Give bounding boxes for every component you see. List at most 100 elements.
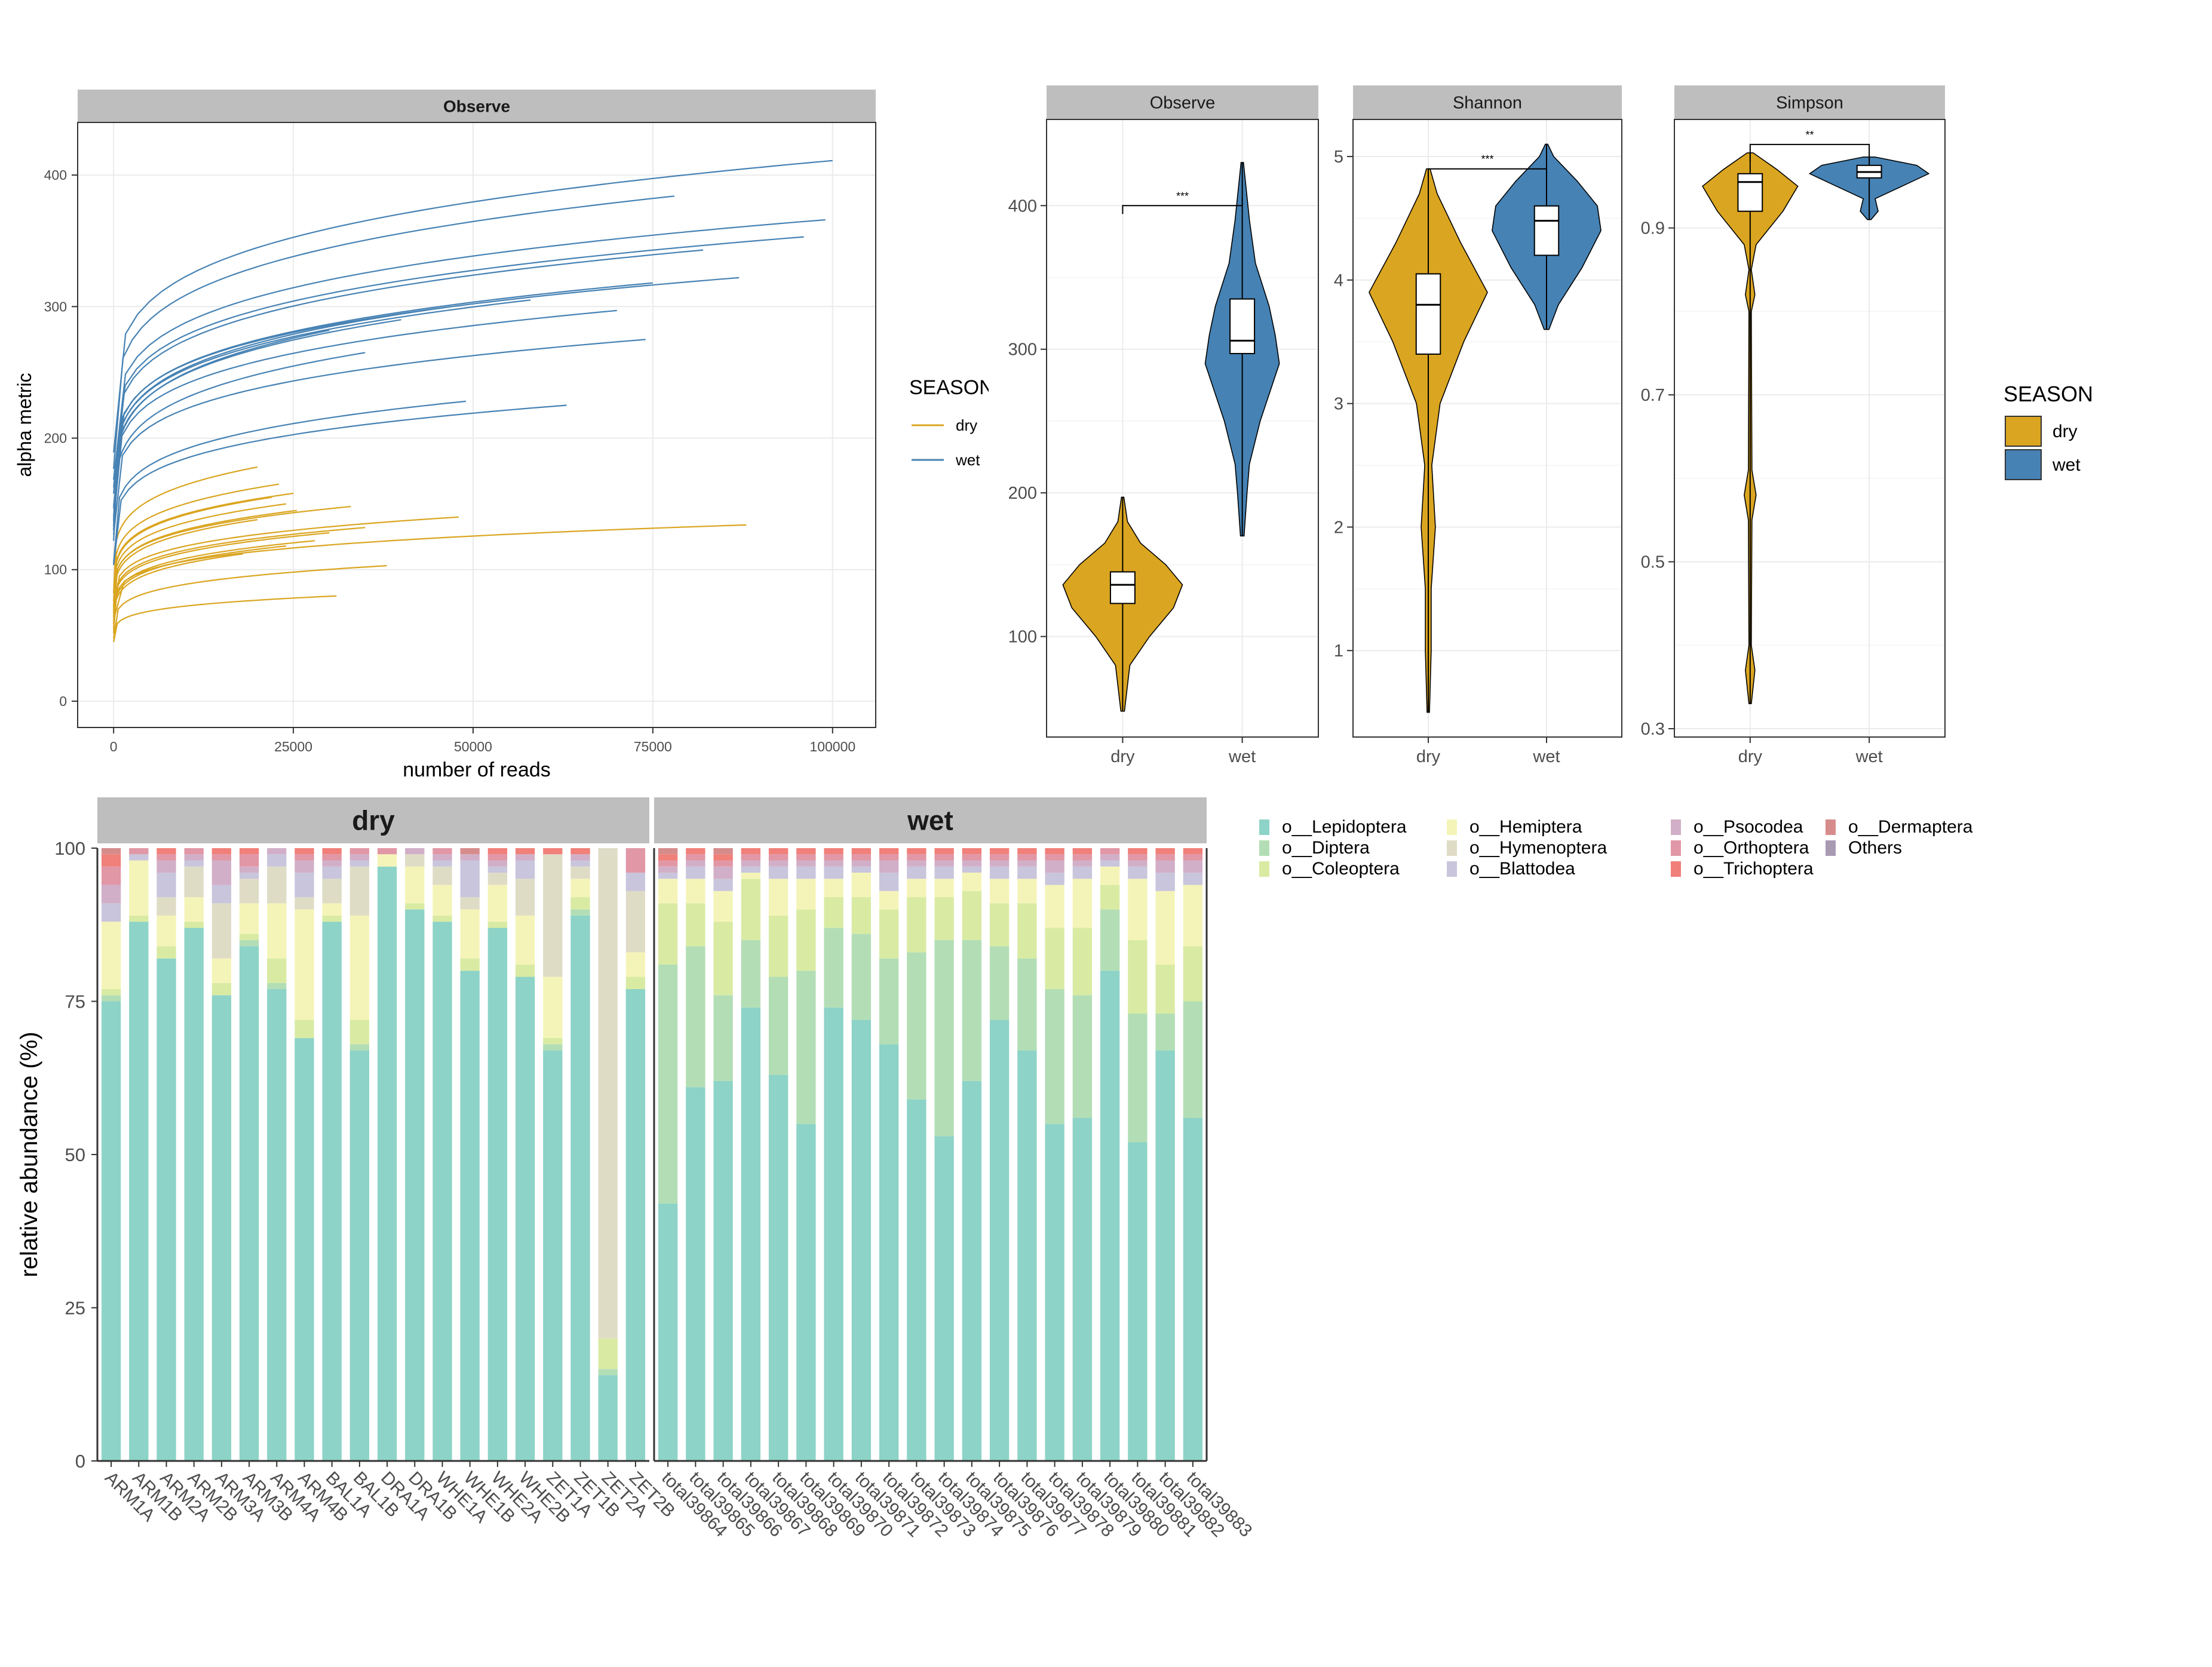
bar-segment-oorthoptera: [686, 854, 705, 861]
bar-segment-ohemiptera: [1017, 879, 1037, 904]
bar-segment-odiptera: [598, 1369, 618, 1376]
legend-key: [1259, 840, 1269, 856]
bar-segment-ohemiptera: [1045, 885, 1064, 928]
bar-segment-olepidoptera: [101, 1001, 121, 1461]
facet-strip-label: Shannon: [1453, 94, 1522, 113]
bar-segment-ohemiptera: [962, 873, 982, 891]
bar-segment-ohemiptera: [570, 879, 590, 898]
bar-segment-olepidoptera: [741, 1007, 761, 1461]
bar-segment-ocoleoptera: [1017, 903, 1037, 959]
dry-box: [1737, 173, 1763, 212]
bar-segment-oblattodea: [432, 860, 452, 867]
bar-segment-otrichoptera: [1017, 848, 1037, 855]
legend-clip: [989, 370, 1036, 484]
bar-segment-olepidoptera: [377, 866, 397, 1461]
dry-rarefaction-curve: [113, 519, 258, 618]
bar-segment-otrichoptera: [658, 854, 678, 861]
bar-segment-odiptera: [570, 909, 590, 916]
bar-segment-oblattodea: [487, 866, 508, 873]
bar-segment-opsocodea: [570, 854, 590, 861]
y-tick-label: 300: [44, 299, 67, 314]
bar-segment-odiptera: [1072, 995, 1093, 1118]
bar-segment-oorthoptera: [741, 854, 761, 861]
bar-segment-olepidoptera: [294, 1038, 314, 1461]
dry-box: [1415, 273, 1441, 355]
facet-strip: [78, 90, 876, 122]
wet-rarefaction-curve: [113, 400, 467, 564]
bar-segment-ocoleoptera: [405, 903, 425, 910]
bar-segment-oorthoptera: [1072, 854, 1093, 861]
bar-segment-ohemiptera: [101, 922, 121, 989]
bar-segment-oblattodea: [570, 860, 590, 867]
x-tick-label: 25000: [274, 739, 312, 754]
bar-segment-olepidoptera: [432, 922, 452, 1461]
y-tick-label: 0: [75, 1451, 85, 1472]
bar-segment-ocoleoptera: [239, 934, 259, 940]
bar-segment-oblattodea: [1045, 873, 1064, 885]
bar-segment-odiptera: [1155, 1014, 1175, 1051]
violin-panel-simpson: Simpson 0.3 0.5 0.7 0.9 dry wet **: [1641, 85, 1946, 766]
bar-segment-oblattodea: [796, 866, 816, 879]
facet-strip-label: wet: [907, 805, 953, 836]
bar-segment-ocoleoptera: [515, 964, 535, 977]
y-tick-label: 100: [54, 838, 85, 859]
legend-label-dry: dry: [2053, 422, 2078, 441]
bar-segment-opsocodea: [1072, 860, 1093, 867]
bar-segment-otrichoptera: [1155, 848, 1175, 855]
bar-segment-ocoleoptera: [741, 879, 761, 940]
bar-segment-oorthoptera: [851, 854, 872, 861]
x-tick-label: wet: [1855, 747, 1883, 766]
significance-bracket: [1749, 143, 1870, 161]
bar-segment-oblattodea: [157, 873, 176, 898]
bar-segment-opsocodea: [741, 860, 761, 867]
bar-segment-ocoleoptera: [1072, 928, 1093, 996]
bar-segment-olepidoptera: [768, 1075, 789, 1461]
season-fill-legend: SEASON dry wet: [2004, 382, 2093, 480]
x-tick-label: 0: [110, 739, 118, 754]
legend-key: [1671, 861, 1681, 877]
bar-segment-ohymenoptera: [157, 897, 176, 916]
bar-segment-ohymenoptera: [239, 879, 259, 904]
bar-segment-opsocodea: [962, 860, 982, 867]
dry-rarefaction-curve: [113, 492, 294, 606]
bar-segment-oorthoptera: [349, 848, 370, 855]
legend-key: [1447, 861, 1457, 877]
bar-segment-ohemiptera: [267, 903, 287, 959]
season-line-legend: SEASON dry wet: [909, 370, 1036, 484]
bar-segment-ohymenoptera: [322, 879, 342, 904]
bar-segment-oblattodea: [713, 879, 733, 891]
bar-segment-ocoleoptera: [101, 988, 121, 996]
bar-segment-odiptera: [101, 995, 121, 1002]
bar-segment-ohymenoptera: [460, 897, 480, 910]
y-tick-label: 300: [1008, 340, 1037, 360]
legend-key-dry: [2005, 416, 2042, 447]
bar-segment-opsocodea: [322, 860, 342, 867]
bar-segment-olepidoptera: [129, 922, 149, 1461]
bar-segment-oorthoptera: [989, 854, 1010, 861]
y-tick-label: 0.7: [1641, 386, 1665, 405]
bar-segment-oorthoptera: [768, 854, 789, 861]
wet-rarefaction-curve: [113, 309, 617, 522]
bar-segment-oblattodea: [1100, 860, 1120, 867]
bar-segment-ohemiptera: [686, 879, 705, 904]
bar-segment-olepidoptera: [907, 1099, 926, 1461]
legend-key: [1259, 861, 1269, 877]
dry-rarefaction-curve: [113, 532, 330, 624]
bar-segment-oblattodea: [625, 873, 646, 891]
x-tick-label: wet: [1228, 747, 1256, 766]
bar-segment-oorthoptera: [239, 854, 259, 867]
bar-segment-olepidoptera: [851, 1020, 872, 1461]
bar-segment-oorthoptera: [101, 866, 121, 885]
bar-segment-otrichoptera: [1183, 848, 1203, 855]
bar-segment-olepidoptera: [1155, 1050, 1175, 1461]
bar-segment-odiptera: [824, 928, 843, 1008]
significance-label: ***: [1481, 154, 1493, 165]
bar-segment-ohemiptera: [322, 903, 342, 916]
dry-rarefaction-curve: [113, 540, 315, 628]
bar-segment-odiptera: [239, 940, 259, 947]
bar-segment-ohymenoptera: [294, 897, 314, 910]
bar-segment-oblattodea: [879, 873, 899, 891]
bar-segment-odiptera: [267, 983, 287, 989]
bar-segment-ohemiptera: [487, 885, 508, 922]
legend-key: [1826, 819, 1836, 835]
